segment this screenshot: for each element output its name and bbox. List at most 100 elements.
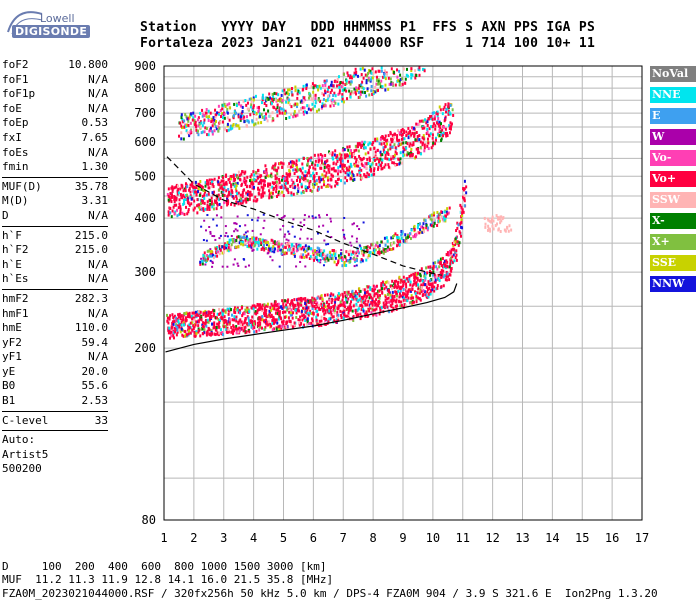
echo-mark	[424, 276, 427, 280]
echo-mark	[265, 168, 268, 172]
echo-mark	[194, 123, 197, 127]
echo-mark	[268, 247, 271, 251]
echo-mark	[246, 230, 249, 233]
echo-mark	[315, 255, 318, 259]
echo-mark	[400, 285, 403, 289]
echo-mark	[226, 322, 229, 326]
echo-mark	[216, 245, 219, 249]
echo-mark	[258, 107, 261, 111]
echo-mark	[208, 333, 211, 337]
echo-mark	[339, 156, 342, 160]
echo-mark	[308, 321, 311, 325]
echo-mark	[355, 259, 358, 263]
echo-mark	[355, 70, 358, 74]
echo-mark	[229, 106, 232, 110]
echo-mark	[254, 122, 257, 126]
param-row: foEp 0.53	[2, 116, 108, 131]
echo-mark	[184, 185, 187, 189]
echo-mark	[351, 174, 354, 178]
echo-mark	[308, 256, 311, 260]
echo-mark	[433, 211, 436, 215]
echo-mark	[216, 322, 219, 326]
echo-mark	[376, 295, 379, 299]
echo-mark	[240, 199, 243, 203]
echo-mark	[405, 73, 408, 77]
echo-mark	[259, 115, 262, 119]
echo-mark	[325, 99, 328, 103]
echo-mark	[285, 111, 288, 115]
echo-mark	[316, 246, 319, 250]
echo-mark	[201, 108, 204, 112]
echo-mark	[400, 161, 403, 165]
echo-mark	[308, 215, 311, 218]
echo-mark	[171, 313, 174, 317]
echo-mark	[443, 218, 446, 222]
echo-mark	[277, 317, 280, 321]
echo-mark	[341, 310, 344, 314]
echo-mark	[442, 275, 445, 279]
echo-mark	[329, 294, 332, 298]
echo-mark	[433, 285, 436, 289]
echo-mark	[269, 255, 272, 258]
echo-mark	[390, 157, 393, 161]
echo-mark	[310, 321, 313, 325]
echo-mark	[299, 237, 302, 240]
echo-mark	[176, 214, 179, 218]
echo-mark	[332, 293, 335, 297]
echo-mark	[377, 78, 380, 82]
echo-mark	[339, 164, 342, 168]
echo-mark	[445, 108, 448, 112]
echo-mark	[405, 239, 408, 243]
echo-mark	[419, 140, 422, 144]
echo-mark	[294, 168, 297, 172]
echo-mark	[463, 179, 466, 183]
echo-mark	[263, 311, 266, 315]
echo-mark	[285, 315, 288, 319]
echo-mark	[251, 249, 254, 252]
echo-mark	[399, 78, 402, 82]
echo-mark	[321, 84, 324, 88]
echo-mark	[211, 119, 214, 123]
echo-mark	[243, 258, 246, 261]
echo-mark	[323, 303, 326, 307]
echo-mark	[506, 225, 509, 229]
echo-mark	[192, 189, 195, 193]
echo-mark	[211, 132, 214, 136]
echo-mark	[316, 253, 319, 257]
echo-mark	[217, 176, 220, 180]
echo-mark	[213, 309, 216, 313]
echo-mark	[210, 184, 213, 188]
echo-mark	[182, 189, 185, 193]
echo-mark	[183, 125, 186, 129]
echo-mark	[261, 115, 264, 119]
echo-mark	[444, 132, 447, 136]
echo-mark	[241, 191, 244, 195]
echo-mark	[280, 317, 283, 321]
echo-mark	[373, 158, 376, 162]
echo-mark	[277, 240, 280, 244]
param-name: yF2	[2, 335, 22, 349]
echo-mark	[374, 85, 377, 89]
echo-mark	[365, 285, 368, 289]
echo-mark	[429, 265, 432, 269]
echo-mark	[369, 286, 372, 290]
echo-mark	[390, 299, 393, 303]
echo-mark	[317, 88, 320, 92]
echo-mark	[398, 69, 401, 73]
echo-mark	[422, 67, 425, 71]
echo-mark	[355, 92, 358, 96]
echo-mark	[316, 322, 319, 326]
echo-mark	[357, 249, 360, 253]
echo-mark	[310, 156, 313, 160]
echo-mark	[378, 69, 381, 73]
echo-mark	[242, 329, 245, 333]
echo-mark	[360, 258, 363, 262]
echo-mark	[209, 230, 212, 233]
echo-mark	[379, 85, 382, 89]
echo-mark	[336, 157, 339, 161]
echo-mark	[330, 88, 333, 92]
echo-mark	[211, 205, 214, 209]
echo-mark	[447, 105, 450, 109]
echo-mark	[299, 315, 302, 319]
echo-mark	[224, 105, 227, 109]
